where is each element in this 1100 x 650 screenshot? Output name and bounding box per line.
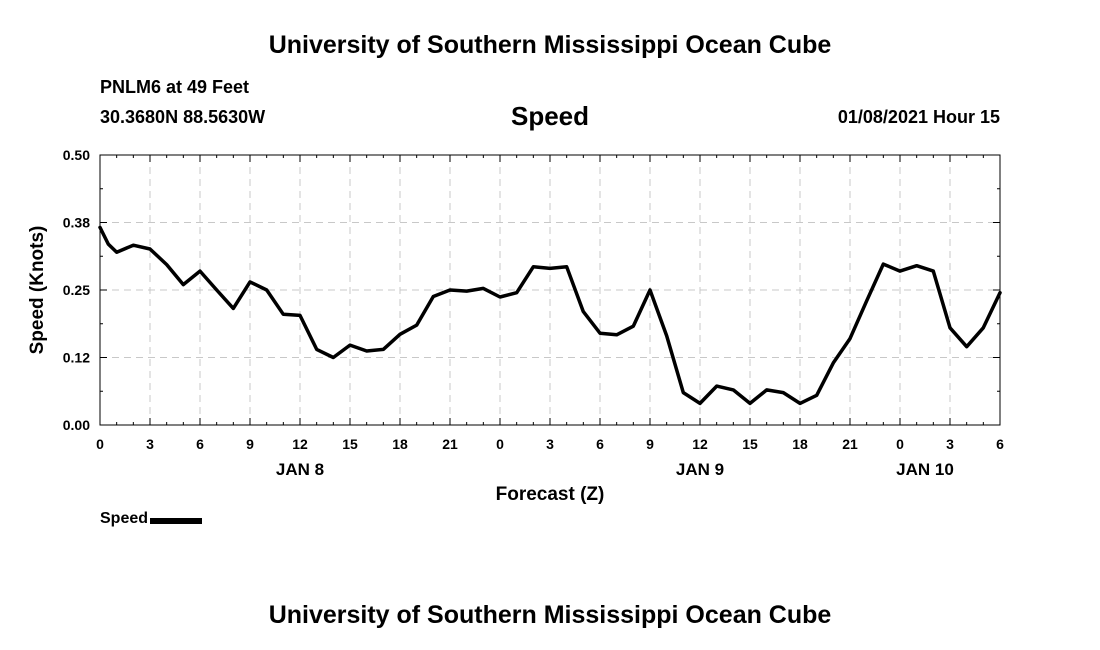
chart-title: Speed	[510, 101, 590, 131]
axis-ticks	[99, 154, 1001, 426]
x-tick-label: 3	[546, 436, 554, 452]
speed-series-line	[98, 225, 1002, 406]
timestamp-label: 01/08/2021 Hour 15	[837, 107, 1000, 127]
x-tick-label: 18	[392, 436, 408, 452]
y-tick-label: 0.12	[63, 350, 90, 366]
x-tick-label: 12	[692, 436, 708, 452]
x-tick-label: 15	[742, 436, 758, 452]
legend: Speed	[100, 510, 203, 528]
date-label: JAN 9	[676, 460, 724, 479]
axis-labels: 0 3 6 9 12 15 18 21 0 3 6 9 12 15 18 21 0 3 6 0.00 0.12 0.25 0…	[63, 147, 1004, 479]
x-tick-label: 21	[442, 436, 458, 452]
page-title: University of Southern Mississippi Ocean…	[268, 31, 832, 59]
x-tick-label: 6	[996, 436, 1004, 452]
x-tick-label: 9	[646, 436, 654, 452]
footer-title: University of Southern Mississippi Ocean…	[268, 601, 832, 629]
x-tick-label: 9	[246, 436, 254, 452]
date-label: JAN 10	[896, 460, 954, 479]
x-tick-label: 0	[96, 436, 104, 452]
coordinates-label: 30.3680N 88.5630W	[100, 107, 266, 127]
x-tick-label: 0	[896, 436, 904, 452]
date-label: JAN 8	[276, 460, 324, 479]
station-label: PNLM6 at 49 Feet	[100, 77, 250, 97]
grid	[100, 155, 1000, 425]
x-tick-label: 6	[196, 436, 204, 452]
legend-label: Speed	[100, 510, 149, 527]
y-tick-label: 0.25	[63, 282, 90, 298]
x-tick-label: 15	[342, 436, 358, 452]
x-tick-label: 3	[946, 436, 954, 452]
legend-swatch	[150, 518, 203, 524]
y-tick-label: 0.50	[63, 147, 90, 163]
x-axis-title: Forecast (Z)	[496, 484, 605, 505]
x-tick-label: 21	[842, 436, 858, 452]
x-tick-label: 3	[146, 436, 154, 452]
x-tick-label: 12	[292, 436, 308, 452]
x-tick-label: 6	[596, 436, 604, 452]
y-tick-label: 0.00	[63, 417, 90, 433]
x-tick-label: 0	[496, 436, 504, 452]
y-axis-title: Speed (Knots)	[27, 226, 48, 355]
y-tick-label: 0.38	[63, 215, 90, 231]
x-tick-label: 18	[792, 436, 808, 452]
